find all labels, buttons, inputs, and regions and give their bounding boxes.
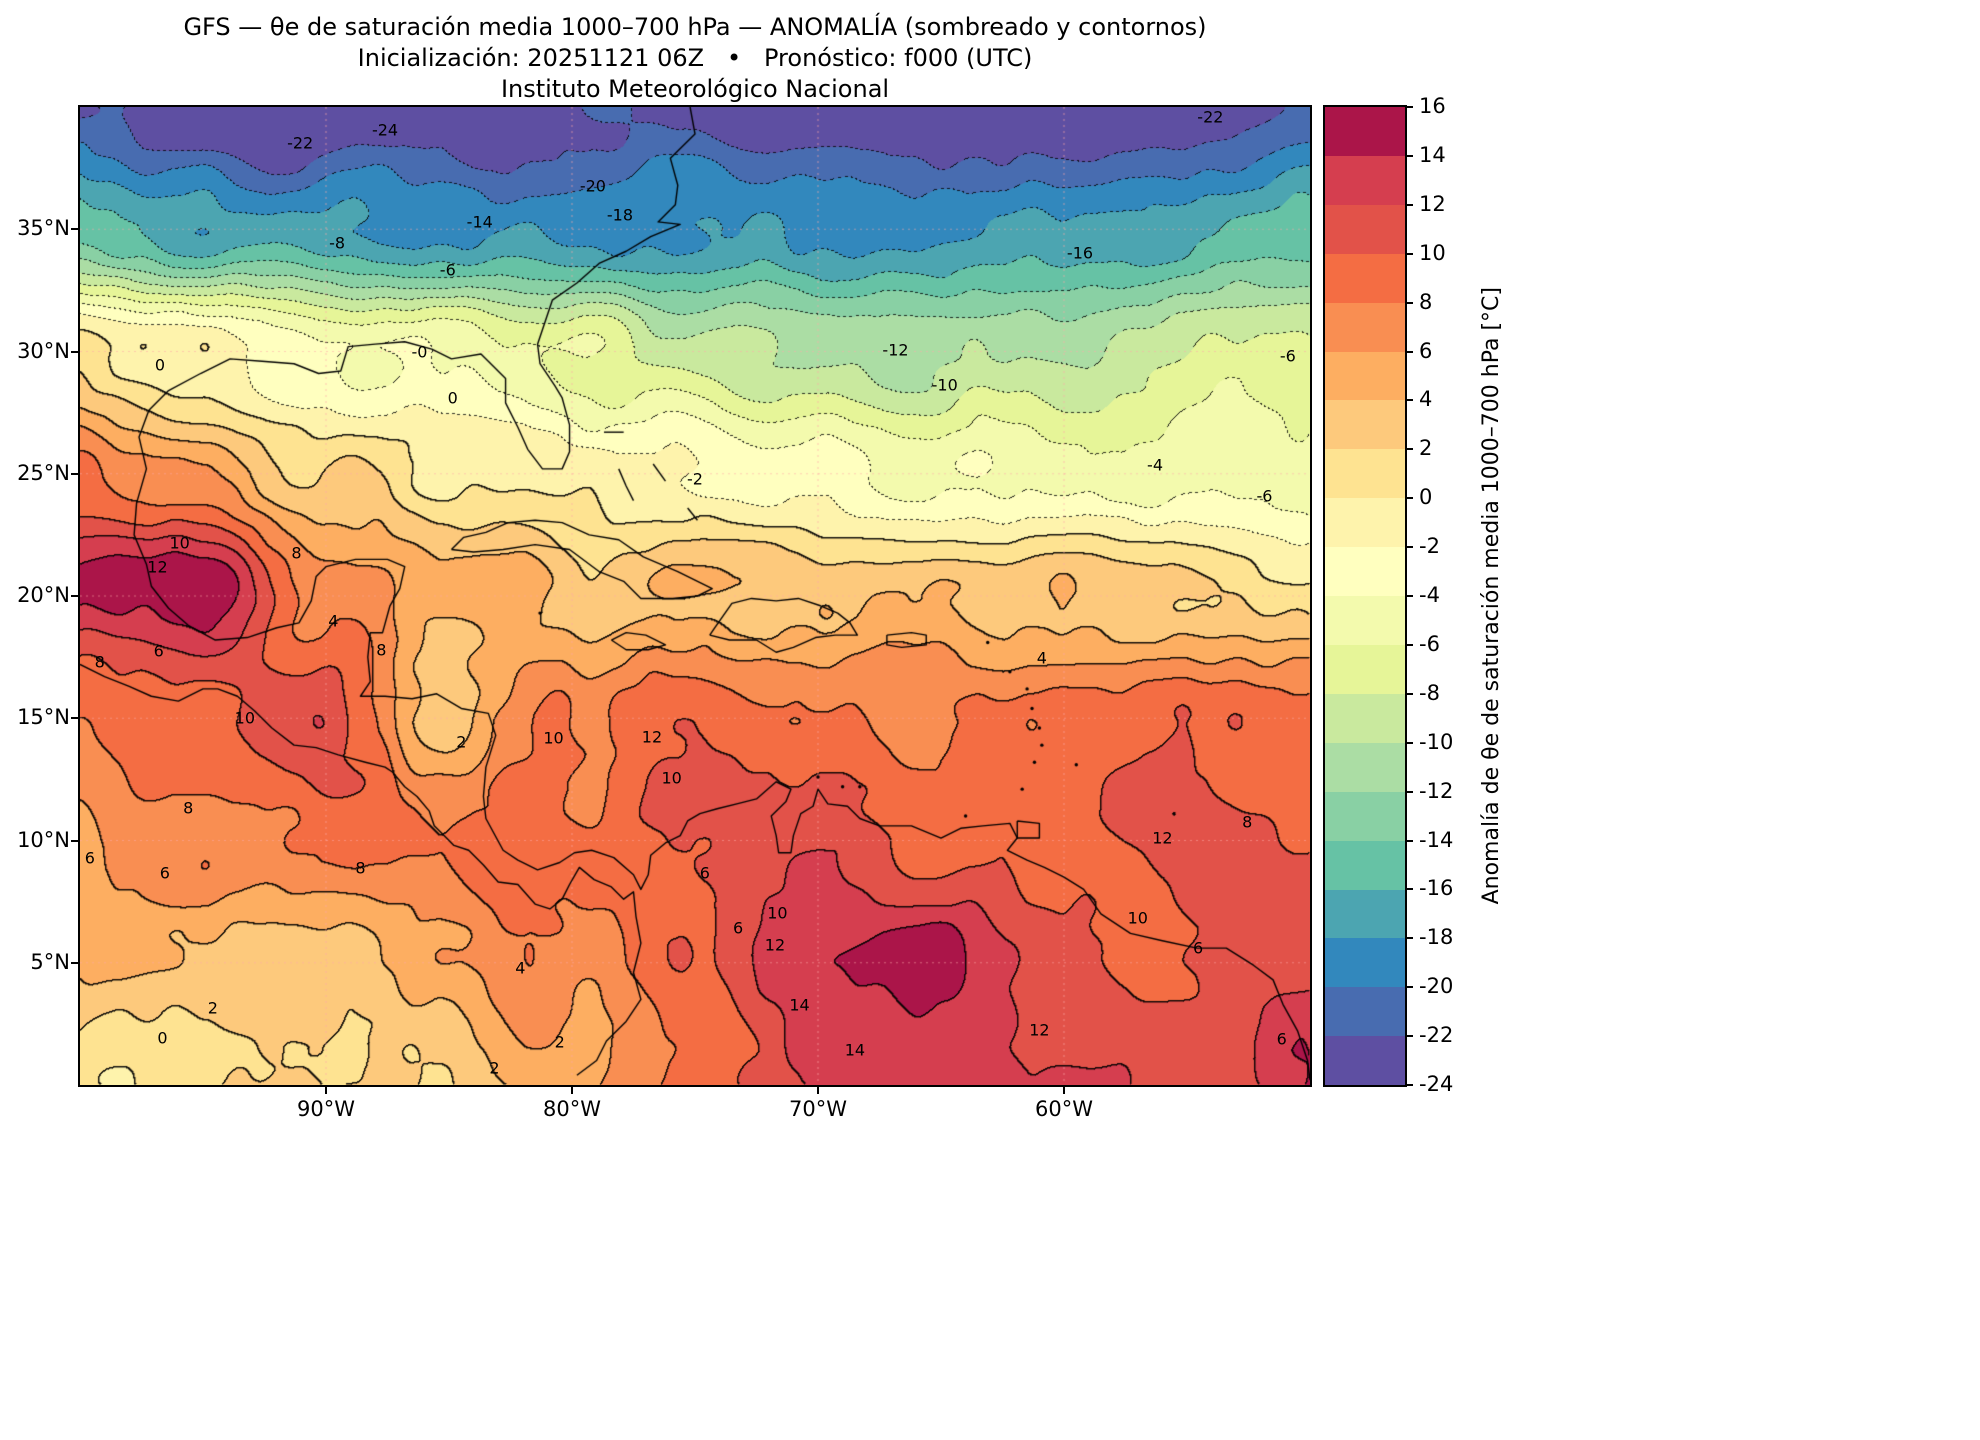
y-tick-mark: [71, 595, 78, 597]
y-tick-label: 35°N: [17, 216, 70, 241]
colorbar-cell: [1325, 889, 1405, 939]
colorbar-cell: [1325, 155, 1405, 205]
colorbar-cell: [1325, 644, 1405, 694]
colorbar-tick-mark: [1405, 790, 1413, 793]
x-tick-mark: [1063, 1087, 1065, 1094]
colorbar-cell: [1325, 400, 1405, 450]
colorbar-cell: [1325, 693, 1405, 743]
colorbar-cell: [1325, 791, 1405, 841]
colorbar-tick-mark: [1405, 497, 1413, 500]
x-tick-label: 70°W: [789, 1097, 847, 1121]
colorbar-cell: [1325, 938, 1405, 988]
colorbar-tick-label: -2: [1419, 534, 1440, 559]
x-tick-label: 90°W: [297, 1097, 355, 1121]
colorbar-cell: [1325, 107, 1405, 156]
x-tick-label: 80°W: [543, 1097, 601, 1121]
colorbar-cell: [1325, 547, 1405, 597]
colorbar-cell: [1325, 302, 1405, 352]
colorbar-cell: [1325, 253, 1405, 303]
colorbar-cell: [1325, 1036, 1405, 1086]
colorbar-tick-mark: [1405, 301, 1413, 304]
colorbar-tick-mark: [1405, 1084, 1413, 1086]
map-canvas: [80, 107, 1310, 1085]
colorbar-tick-mark: [1405, 937, 1413, 940]
y-tick-mark: [71, 961, 78, 964]
colorbar-tick-mark: [1405, 839, 1413, 842]
colorbar-cell: [1325, 351, 1405, 401]
colorbar-tick-mark: [1405, 1035, 1413, 1038]
y-tick-mark: [71, 472, 78, 475]
colorbar-tick-mark: [1405, 252, 1413, 255]
colorbar-tick-mark: [1405, 448, 1413, 451]
x-tick-mark: [817, 1087, 819, 1094]
colorbar-tick-label: -10: [1419, 729, 1454, 754]
x-tick-mark: [571, 1087, 573, 1094]
colorbar-tick-label: 2: [1419, 436, 1433, 461]
colorbar-tick-mark: [1405, 595, 1413, 597]
y-tick-label: 5°N: [30, 949, 70, 974]
colorbar-cell: [1325, 498, 1405, 548]
colorbar-label: Anomalía de θe de saturación media 1000–…: [1478, 287, 1504, 905]
colorbar-tick-label: 16: [1419, 94, 1446, 118]
colorbar-tick-label: 8: [1419, 289, 1433, 314]
colorbar-tick-label: -4: [1419, 583, 1440, 607]
colorbar-tick-label: -24: [1419, 1072, 1454, 1096]
y-tick-mark: [71, 839, 78, 842]
colorbar-cell: [1325, 840, 1405, 890]
colorbar-tick-mark: [1405, 643, 1413, 646]
colorbar: [1323, 105, 1407, 1087]
colorbar-tick-mark: [1405, 692, 1413, 695]
colorbar-tick-label: 10: [1419, 240, 1446, 265]
colorbar-tick-label: 4: [1419, 387, 1433, 412]
colorbar-tick-mark: [1405, 350, 1413, 353]
colorbar-cell: [1325, 596, 1405, 645]
y-tick-label: 30°N: [17, 338, 70, 363]
colorbar-tick-label: -14: [1419, 827, 1454, 852]
y-tick-mark: [71, 228, 78, 231]
y-tick-label: 10°N: [17, 827, 70, 852]
y-tick-mark: [71, 350, 78, 353]
y-tick-mark: [71, 717, 78, 720]
colorbar-tick-label: -8: [1419, 680, 1440, 705]
colorbar-tick-label: -20: [1419, 974, 1454, 999]
colorbar-tick-label: -12: [1419, 778, 1454, 803]
colorbar-tick-mark: [1405, 106, 1413, 108]
y-tick-label: 20°N: [17, 583, 70, 607]
colorbar-cell: [1325, 742, 1405, 792]
y-tick-label: 15°N: [17, 705, 70, 730]
colorbar-tick-mark: [1405, 154, 1413, 157]
colorbar-tick-mark: [1405, 888, 1413, 891]
chart-institution: Instituto Meteorológico Nacional: [500, 75, 890, 103]
colorbar-tick-mark: [1405, 203, 1413, 206]
colorbar-tick-mark: [1405, 546, 1413, 549]
colorbar-tick-mark: [1405, 399, 1413, 402]
chart-subtitle: Inicialización: 20251121 06Z • Pronóstic…: [357, 44, 1033, 72]
map-area: -22 -24 -22 -20 -18 -14 -8 -6 -16 -12 -10 -6 -4 -6 0 -0…: [78, 105, 1312, 1087]
x-tick-mark: [325, 1087, 327, 1094]
colorbar-tick-label: -16: [1419, 876, 1454, 901]
colorbar-tick-label: 12: [1419, 191, 1446, 216]
colorbar-cells: [1325, 107, 1405, 1086]
colorbar-tick-label: -22: [1419, 1023, 1454, 1048]
colorbar-tick-label: 0: [1419, 485, 1433, 510]
colorbar-cell: [1325, 204, 1405, 254]
colorbar-tick-label: 6: [1419, 338, 1433, 363]
colorbar-tick-label: -6: [1419, 631, 1440, 656]
colorbar-tick-mark: [1405, 741, 1413, 744]
colorbar-cell: [1325, 449, 1405, 499]
y-tick-label: 25°N: [17, 460, 70, 485]
colorbar-cell: [1325, 987, 1405, 1037]
colorbar-tick-label: 14: [1419, 142, 1446, 167]
x-tick-label: 60°W: [1035, 1097, 1093, 1121]
title-block: GFS — θe de saturación media 1000–700 hP…: [80, 12, 1310, 105]
colorbar-tick-mark: [1405, 986, 1413, 989]
colorbar-tick-label: -18: [1419, 925, 1454, 950]
chart-title: GFS — θe de saturación media 1000–700 hP…: [183, 13, 1207, 41]
